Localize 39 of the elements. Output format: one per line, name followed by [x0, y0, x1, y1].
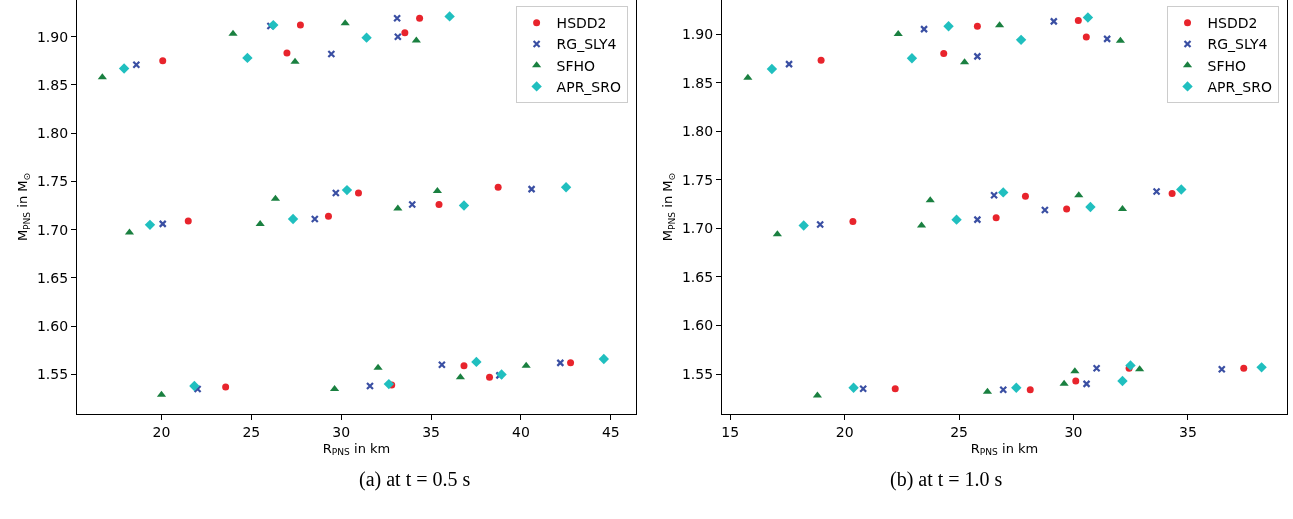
y-tick-label: 1.80	[36, 125, 69, 142]
y-tick-label: 1.70	[36, 221, 69, 238]
y-tick-label: 1.80	[681, 123, 714, 140]
y-tick-label: 1.90	[681, 25, 714, 42]
x-axis-title: R$_{PNS}$ in km	[322, 440, 391, 458]
y-tick-label: 1.60	[681, 317, 714, 334]
legend-label: HSDD2	[1207, 15, 1258, 32]
y-tick-label: 1.65	[681, 268, 714, 285]
x-tick-label: 25	[242, 423, 261, 440]
text: (b) at t = 1.0 s	[890, 468, 1003, 491]
y-tick-label: 1.75	[36, 173, 69, 190]
x-tick-label: 20	[152, 423, 171, 440]
y-tick-label: 1.75	[681, 171, 714, 188]
x-tick-label: 15	[721, 423, 740, 440]
y-tick-label: 1.65	[36, 269, 69, 286]
x-axis-title: R$_{PNS}$ in km	[970, 440, 1039, 458]
y-tick-label: 1.60	[36, 318, 69, 335]
x-tick-label: 20	[835, 423, 854, 440]
legend-label: APR_SRO	[556, 78, 622, 95]
x-tick-label: 25	[950, 423, 968, 440]
y-tick-label: 1.85	[681, 74, 714, 91]
x-tick-label: 35	[422, 423, 440, 440]
y-tick-label: 1.55	[681, 366, 714, 383]
legend-label: SFHO	[1207, 57, 1247, 74]
legend-label: HSDD2	[556, 15, 607, 32]
y-tick-label: 1.70	[681, 220, 714, 237]
x-tick-label: 40	[512, 423, 530, 440]
y-tick-label: 1.55	[36, 366, 69, 383]
x-tick-label: 30	[332, 423, 351, 440]
x-tick-label: 45	[601, 423, 620, 440]
legend-label: RG_SLY4	[1207, 36, 1268, 53]
legend-label: RG_SLY4	[556, 36, 617, 53]
x-tick-label: 35	[1179, 423, 1197, 440]
legend-label: SFHO	[556, 57, 596, 74]
legend-label: APR_SRO	[1207, 78, 1272, 95]
x-tick-label: 30	[1064, 423, 1083, 440]
text: (a) at t = 0.5 s	[359, 468, 471, 491]
y-tick-label: 1.90	[36, 28, 69, 45]
y-tick-label: 1.85	[36, 76, 69, 93]
